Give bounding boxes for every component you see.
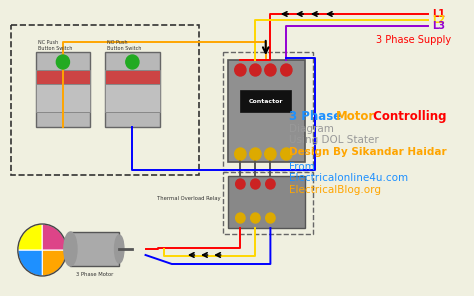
Text: L1: L1	[432, 9, 445, 19]
Circle shape	[266, 179, 275, 189]
Circle shape	[236, 179, 245, 189]
Text: NO Push
Button Switch: NO Push Button Switch	[107, 40, 141, 51]
Circle shape	[281, 64, 292, 76]
Bar	[105, 52, 160, 127]
Circle shape	[126, 55, 139, 69]
Text: L3: L3	[432, 21, 445, 31]
Circle shape	[250, 148, 261, 160]
Circle shape	[265, 148, 276, 160]
Bar	[223, 172, 313, 234]
Text: Electricalonline4u.com: Electricalonline4u.com	[289, 173, 408, 183]
Text: L2: L2	[432, 15, 445, 25]
Circle shape	[236, 213, 245, 223]
Circle shape	[250, 64, 261, 76]
Wedge shape	[18, 250, 42, 276]
Text: From: From	[289, 162, 315, 172]
Bar	[105, 70, 160, 84]
Text: 3 Phase: 3 Phase	[289, 110, 346, 123]
Wedge shape	[42, 250, 67, 276]
Text: Thermal Overload Relay: Thermal Overload Relay	[157, 195, 220, 200]
Bar	[105, 84, 160, 112]
Circle shape	[251, 179, 260, 189]
Bar	[228, 60, 305, 162]
Text: NC Push
Button Switch: NC Push Button Switch	[37, 40, 72, 51]
Circle shape	[235, 148, 246, 160]
Text: Design By Sikandar Haidar: Design By Sikandar Haidar	[289, 147, 447, 157]
Bar	[11, 25, 199, 175]
Circle shape	[56, 55, 70, 69]
Circle shape	[251, 213, 260, 223]
Bar	[228, 176, 305, 228]
Ellipse shape	[115, 235, 124, 263]
Bar	[71, 232, 119, 266]
Wedge shape	[42, 224, 67, 250]
Bar	[223, 52, 313, 170]
Circle shape	[281, 148, 292, 160]
Wedge shape	[18, 224, 42, 250]
Text: 3 Phase Supply: 3 Phase Supply	[375, 35, 451, 45]
Text: Diagram: Diagram	[289, 124, 334, 134]
Text: Controlling: Controlling	[369, 110, 447, 123]
Bar	[36, 52, 90, 127]
Ellipse shape	[64, 232, 77, 266]
Text: Contactor: Contactor	[248, 99, 283, 104]
Circle shape	[266, 213, 275, 223]
Text: 3 Phase Motor: 3 Phase Motor	[76, 272, 113, 277]
Bar	[240, 90, 291, 112]
Text: Using DOL Stater: Using DOL Stater	[289, 135, 379, 145]
Text: Motor: Motor	[336, 110, 375, 123]
Bar	[36, 70, 90, 84]
Circle shape	[265, 64, 276, 76]
Text: ElectricalBlog.org: ElectricalBlog.org	[289, 185, 381, 195]
Bar	[36, 84, 90, 112]
Circle shape	[235, 64, 246, 76]
